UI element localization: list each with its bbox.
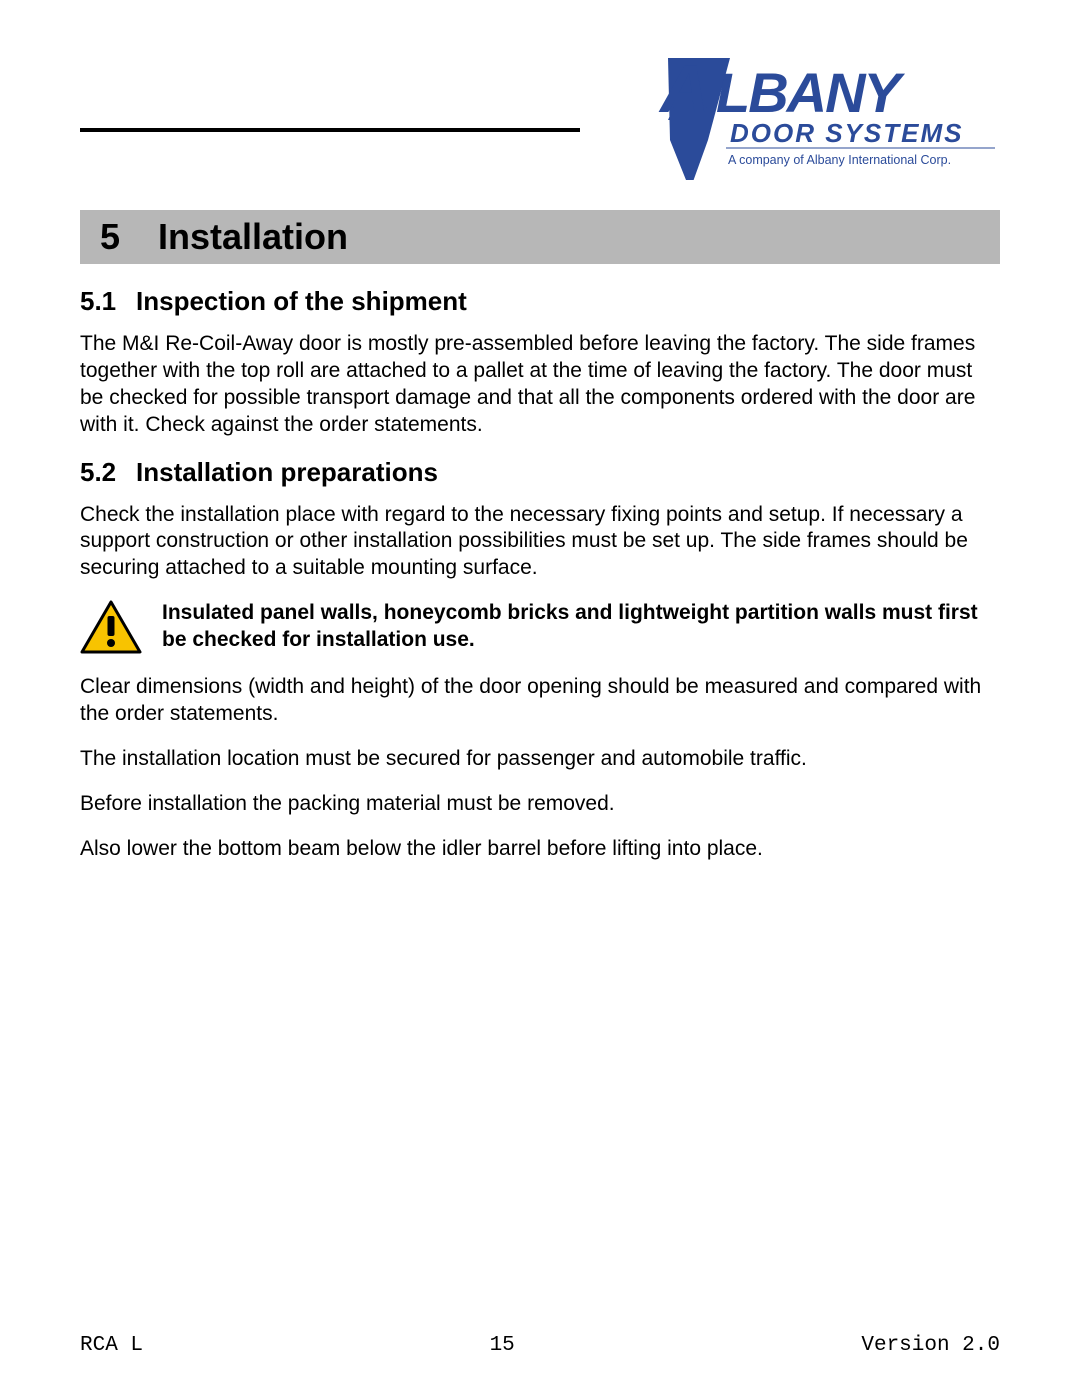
company-logo: A LBANY DOOR SYSTEMS A company of Albany… xyxy=(650,50,1000,185)
chapter-number: 5 xyxy=(100,216,158,258)
section-title: Installation preparations xyxy=(136,457,438,488)
footer-left: RCA L xyxy=(80,1334,143,1357)
warning-text: Insulated panel walls, honeycomb bricks … xyxy=(162,600,1000,654)
footer-page-number: 15 xyxy=(490,1334,515,1357)
chapter-heading: 5 Installation xyxy=(80,210,1000,264)
svg-text:A: A xyxy=(658,51,706,127)
paragraph: Check the installation place with regard… xyxy=(80,502,1000,583)
svg-text:DOOR SYSTEMS: DOOR SYSTEMS xyxy=(730,118,963,148)
page-content: 5 Installation 5.1 Inspection of the shi… xyxy=(80,210,1000,863)
svg-text:LBANY: LBANY xyxy=(716,61,906,124)
section-number: 5.2 xyxy=(80,457,136,488)
section-title: Inspection of the shipment xyxy=(136,286,467,317)
header-rule xyxy=(80,128,580,132)
paragraph: The installation location must be secure… xyxy=(80,746,1000,773)
footer-version: Version 2.0 xyxy=(861,1334,1000,1357)
warning-callout: Insulated panel walls, honeycomb bricks … xyxy=(80,600,1000,656)
chapter-title: Installation xyxy=(158,216,348,258)
page-footer: RCA L 15 Version 2.0 xyxy=(80,1334,1000,1357)
section-heading-5-2: 5.2 Installation preparations xyxy=(80,457,1000,488)
section-heading-5-1: 5.1 Inspection of the shipment xyxy=(80,286,1000,317)
logo-tagline: A company of Albany International Corp. xyxy=(728,153,951,167)
paragraph: Before installation the packing material… xyxy=(80,791,1000,818)
paragraph: Clear dimensions (width and height) of t… xyxy=(80,674,1000,728)
paragraph: The M&I Re-Coil-Away door is mostly pre-… xyxy=(80,331,1000,439)
section-number: 5.1 xyxy=(80,286,136,317)
paragraph: Also lower the bottom beam below the idl… xyxy=(80,836,1000,863)
warning-icon xyxy=(80,600,142,656)
